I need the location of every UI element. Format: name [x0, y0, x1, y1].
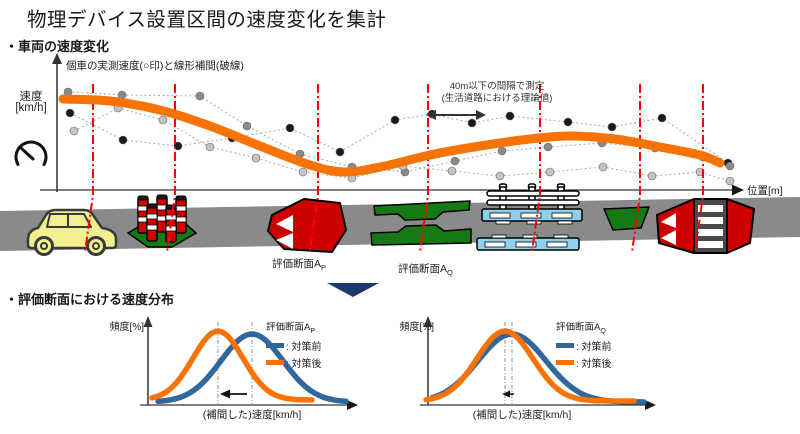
- legend-swatch-blue-icon: [266, 342, 284, 348]
- dist-q-legend: 評価断面AQ : 対策前 : 対策後: [556, 319, 612, 370]
- speed-chart-plot: [58, 84, 735, 253]
- speed-section-heading: ・車両の速度変化: [5, 39, 110, 54]
- legend-swatch-orange-icon: [556, 359, 574, 365]
- dist-p-legend-after: : 対策後: [266, 355, 322, 370]
- road-surface: [0, 197, 800, 251]
- speed-y-axis-label: 速度: [19, 91, 43, 103]
- dist-p-axes: [140, 316, 358, 410]
- page-title: 物理デバイス設置区間の速度変化を集計: [27, 9, 387, 31]
- dist-q-plot: [423, 322, 647, 405]
- dist-q-axes: [420, 316, 656, 410]
- dist-p-y-label: 頻度[%]: [109, 322, 144, 333]
- dist-q-legend-after: : 対策後: [556, 355, 612, 370]
- shift-arrow-p-icon: [220, 389, 247, 399]
- annotation-line-1: 40m以下の間隔で測定: [449, 81, 545, 92]
- dist-q-legend-title-sub: Q: [600, 327, 606, 335]
- down-arrow-icon: [327, 283, 379, 297]
- speed-y-axis-unit: [km/h]: [15, 102, 47, 114]
- dist-q-x-label: (補間した)速度[km/h]: [472, 409, 572, 421]
- dist-p-legend-after-label: : 対策後: [286, 358, 322, 370]
- narrowing-device: [370, 200, 472, 246]
- dist-p-legend-title-text: 評価断面A: [266, 322, 311, 333]
- shift-arrow-q-icon: [502, 390, 514, 398]
- dist-q-legend-before: : 対策前: [556, 338, 612, 353]
- legend-swatch-blue-icon: [556, 342, 574, 348]
- distribution-section-heading: ・評価断面における速度分布: [5, 292, 175, 307]
- cross-section-q-label: 評価断面AQ: [398, 261, 453, 277]
- measurement-annotation: 40m以下の間隔で測定 (生活道路における理論値): [424, 81, 570, 104]
- dist-q-legend-title-text: 評価断面A: [556, 322, 601, 333]
- cross-section-q-text: 評価断面A: [398, 263, 448, 275]
- interval-arrow-icon: [426, 110, 486, 120]
- dist-p-legend: 評価断面AP : 対策前 : 対策後: [266, 319, 322, 370]
- dist-q-y-label: 頻度[%]: [399, 322, 434, 333]
- dist-p-legend-before: : 対策前: [266, 338, 322, 353]
- speed-x-axis-label: 位置[m]: [747, 185, 783, 197]
- annotation-line-2: (生活道路における理論値): [441, 92, 553, 104]
- dist-p-plot: [149, 322, 349, 405]
- dist-q-legend-after-label: : 対策後: [576, 358, 612, 370]
- cushion-device: [476, 183, 583, 251]
- car-icon: [26, 208, 118, 256]
- cross-section-q-sub: Q: [447, 268, 453, 278]
- guardrail-icon: [486, 183, 580, 212]
- speed-chart-axes: [40, 53, 744, 196]
- hump-device-p: [267, 198, 347, 253]
- speedometer-icon: [14, 140, 48, 166]
- dist-p-x-label: (補間した)速度[km/h]: [202, 409, 302, 421]
- dist-q-legend-before-label: : 対策前: [576, 341, 612, 353]
- dist-q-legend-title: 評価断面AQ: [556, 319, 612, 335]
- y-axis-arrow-icon: [52, 53, 62, 64]
- speed-chart-note: 個車の実測速度(○印)と線形補間(破線): [66, 60, 244, 72]
- island-device: [602, 206, 651, 231]
- dist-p-legend-before-label: : 対策前: [286, 341, 322, 353]
- cross-section-p-text: 評価断面A: [272, 258, 322, 270]
- cross-section-p-label: 評価断面AP: [272, 256, 326, 272]
- bollard-device: [126, 194, 198, 248]
- dist-p-legend-title: 評価断面AP: [266, 319, 322, 335]
- x-axis-arrow-icon: [732, 184, 744, 196]
- legend-swatch-orange-icon: [266, 359, 284, 365]
- dist-p-legend-title-sub: P: [310, 327, 316, 335]
- raised-crosswalk-device: [656, 198, 755, 254]
- cross-section-p-sub: P: [321, 263, 327, 273]
